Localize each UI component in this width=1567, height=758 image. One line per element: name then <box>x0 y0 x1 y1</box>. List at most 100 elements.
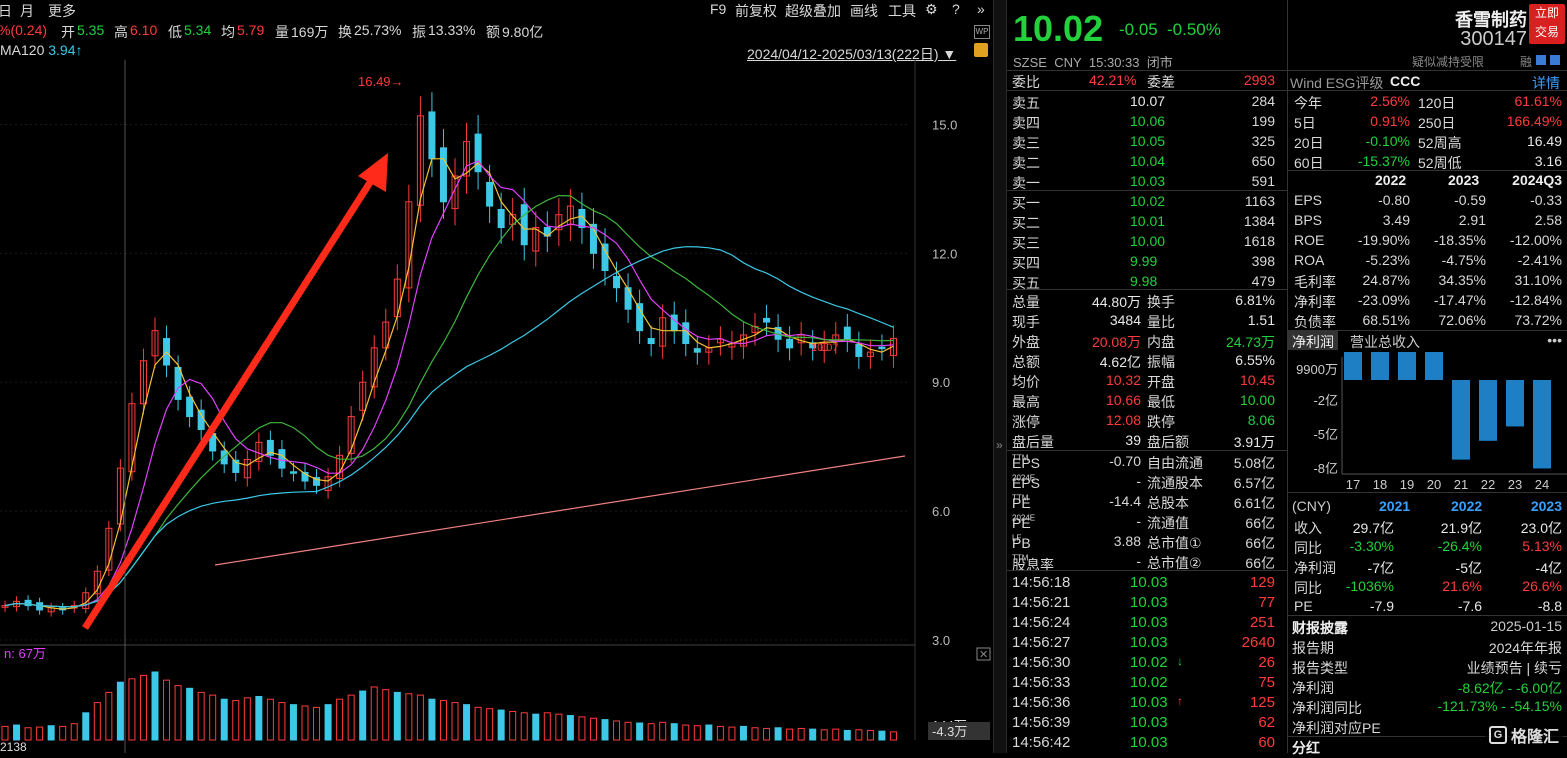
np-category-label: 18 <box>1373 477 1387 492</box>
stat-label: 换手 <box>1147 294 1175 310</box>
volume-bar <box>763 727 771 741</box>
wp-icon[interactable]: WP <box>974 25 990 39</box>
stat-value: 6.81% <box>1235 292 1275 308</box>
ma120-value: 3.94↑ <box>48 42 83 58</box>
period-day-tab[interactable]: 日 <box>0 3 12 19</box>
trade-button-line1: 立即 <box>1534 6 1559 20</box>
panel-divider[interactable]: » <box>993 0 1007 753</box>
candle-body <box>416 115 424 206</box>
annual-value: -5亿 <box>1455 560 1482 576</box>
watermark: G 格隆汇 <box>1485 722 1563 748</box>
stat-value: 39 <box>1125 432 1141 448</box>
np-axis-label: 9900万 <box>1296 362 1338 377</box>
valuation-value: 3.88 <box>1113 533 1141 549</box>
date-range-selector[interactable]: 2024/04/12-2025/03/13(222日) ▼ <box>747 44 956 64</box>
lock-icon[interactable] <box>974 43 988 57</box>
trade-button[interactable]: 立即 交易 <box>1529 4 1565 44</box>
esg-detail-link[interactable]: 详情 <box>1532 75 1560 91</box>
ma-line <box>4 246 894 608</box>
annual-currency: (CNY) <box>1292 498 1331 514</box>
valuation-label: 总市值① <box>1147 535 1202 551</box>
bid-label: 买四 <box>1012 255 1040 271</box>
metric-value: -0.59 <box>1454 192 1486 208</box>
flag-icon[interactable]: 融 <box>1520 55 1533 69</box>
perf-row: 60日 -15.37% 52周低 3.16 <box>1288 151 1567 171</box>
np-bar <box>1371 352 1389 380</box>
valuation-row: 股息率 TTM - 总市值② 66亿 <box>1007 551 1287 573</box>
valuation-value: 6.57亿 <box>1233 475 1275 491</box>
gear-icon[interactable]: ⚙ <box>925 1 938 17</box>
tick-time: 14:56:18 <box>1012 574 1071 591</box>
metric-value: 72.06% <box>1438 312 1486 328</box>
candle-body <box>197 409 205 430</box>
ma120-label: MA120 <box>0 42 45 58</box>
adjust-button[interactable]: 前复权 <box>735 3 777 19</box>
ratio-value: 42.21% <box>1089 72 1137 88</box>
bid-label: 买三 <box>1012 235 1040 251</box>
np-axis-label: -8亿 <box>1313 461 1338 476</box>
annual-header-row: (CNY) 2021 2022 2023 <box>1288 496 1567 516</box>
volume-bar <box>463 704 471 741</box>
candle-body <box>613 275 621 289</box>
candle-body <box>855 343 863 357</box>
more-icon[interactable]: ••• <box>1547 332 1562 348</box>
volume-bar <box>613 720 621 741</box>
watermark-logo-icon: G <box>1489 726 1507 744</box>
annual-value: -1036% <box>1345 578 1394 594</box>
volume-bar <box>93 702 101 741</box>
price-tick-label: 9.0 <box>932 375 950 390</box>
candle-body <box>532 227 540 252</box>
draw-button[interactable]: 画线 <box>850 3 878 19</box>
ask-volume: 199 <box>1251 113 1275 129</box>
volume-bar <box>128 678 136 741</box>
candle-body <box>866 351 874 357</box>
volume-bar <box>878 730 886 741</box>
bid-volume: 1384 <box>1243 213 1275 229</box>
candle-body <box>301 471 309 482</box>
edit-icon[interactable] <box>1536 55 1546 65</box>
tick-volume: 60 <box>1258 734 1275 751</box>
bid-price: 9.99 <box>1130 253 1158 269</box>
ask-label: 卖四 <box>1012 115 1040 131</box>
expand-icon[interactable]: » <box>977 1 985 17</box>
bid-volume: 1618 <box>1243 233 1275 249</box>
perf-label: 60日 <box>1294 155 1324 171</box>
price-chart[interactable]: 15.012.09.06.03.0 16.49→ 10.07 n: 67万 14… <box>0 0 993 753</box>
volume-bar <box>739 725 747 741</box>
tools-button[interactable]: 工具 <box>888 3 916 19</box>
np-category-label: 19 <box>1400 477 1414 492</box>
report-period-value: 2024年年报 <box>1488 640 1562 656</box>
metric-label: 净利率 <box>1294 294 1336 310</box>
help-icon[interactable]: ? <box>952 1 960 17</box>
candle-body <box>232 459 240 473</box>
collapse-icon[interactable]: » <box>996 438 1003 452</box>
np-category-label: 21 <box>1454 477 1468 492</box>
esg-row: Wind ESG评级 CCC 详情 <box>1288 71 1567 91</box>
bid-price: 10.02 <box>1130 193 1166 209</box>
valuation-value: 5.08亿 <box>1233 455 1275 471</box>
overlay-button[interactable]: 超级叠加 <box>785 3 841 19</box>
bid-price: 10.01 <box>1130 213 1166 229</box>
annual-year-3: 2023 <box>1530 498 1562 514</box>
metric-value: -19.90% <box>1357 232 1410 248</box>
volume-bar <box>566 715 574 741</box>
report-npy-value: -121.73% - -54.15% <box>1437 698 1562 714</box>
candle-body <box>370 347 378 388</box>
tick-time: 14:56:36 <box>1012 694 1071 711</box>
f9-button[interactable]: F9 <box>710 1 727 17</box>
annual-label: 净利润 <box>1294 560 1336 576</box>
tab-revenue[interactable]: 营业总收入 <box>1350 334 1420 350</box>
period-month-tab[interactable]: 月 <box>20 3 34 19</box>
add-icon[interactable] <box>1550 55 1560 65</box>
ma120-legend: MA120 3.94↑ <box>0 42 83 58</box>
tick-price: 10.03 <box>1130 634 1168 651</box>
diff-label: 委差 <box>1147 74 1175 90</box>
valuation-label: PE TTM <box>1012 493 1031 511</box>
tab-net-profit[interactable]: 净利润 <box>1288 330 1338 350</box>
stat-label: 均价 <box>1012 374 1040 390</box>
volume-bar <box>24 727 32 741</box>
stat-label: 跌停 <box>1147 414 1175 430</box>
stat-row: 涨停 12.08 跌停 8.06 <box>1007 410 1287 430</box>
more-tab[interactable]: 更多 <box>48 3 76 19</box>
metric-value: 2.91 <box>1458 212 1486 228</box>
